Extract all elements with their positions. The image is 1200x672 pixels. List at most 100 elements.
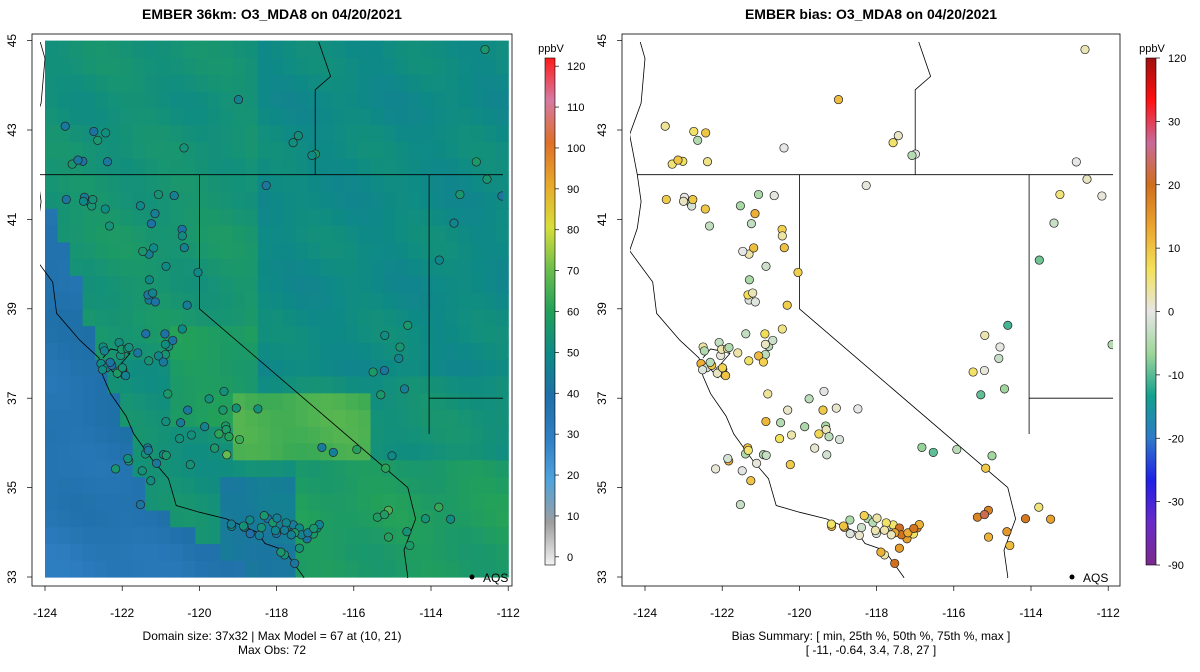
model-cell (170, 526, 184, 545)
model-cell (82, 526, 96, 545)
model-cell (232, 40, 246, 58)
model-cell (157, 526, 171, 545)
model-cell (358, 543, 372, 561)
model-cell (320, 141, 334, 159)
model-cell (45, 560, 59, 578)
model-cell (170, 275, 184, 293)
bias-point (979, 510, 990, 520)
model-cell (345, 509, 359, 528)
model-cell (170, 459, 184, 478)
model-cell (370, 426, 384, 444)
model-cell (358, 526, 372, 545)
model-cell (157, 124, 171, 142)
observation-point (270, 525, 280, 536)
observation-point (89, 126, 99, 137)
model-cell (345, 107, 359, 125)
model-cell (220, 543, 234, 561)
model-cell (120, 493, 134, 511)
model-cell (320, 426, 334, 444)
model-cell (70, 493, 84, 511)
observation-point (233, 95, 244, 105)
model-cell (495, 40, 509, 58)
model-cell (307, 409, 321, 427)
model-cell (358, 191, 372, 209)
model-cell (483, 57, 497, 75)
observation-point (93, 135, 103, 145)
model-cell (95, 275, 109, 293)
model-cell (107, 409, 121, 427)
model-cell (45, 191, 59, 209)
model-cell (107, 560, 121, 578)
model-cell (45, 543, 59, 561)
model-cell (495, 258, 509, 276)
bias-point (999, 384, 1010, 394)
model-cell (470, 292, 484, 310)
model-cell (95, 509, 109, 528)
model-cell (332, 459, 346, 478)
model-cell (207, 275, 221, 293)
model-cell (458, 308, 472, 327)
bias-point (741, 329, 751, 339)
model-cell (107, 241, 121, 260)
model-cell (282, 426, 296, 444)
model-cell (358, 375, 372, 394)
model-cell (120, 292, 134, 310)
model-cell (207, 57, 221, 75)
model-cell (408, 392, 422, 410)
model-cell (470, 191, 484, 209)
observation-point (138, 246, 148, 256)
bias-point (776, 418, 786, 428)
y-tick-label: 39 (5, 302, 19, 316)
model-cell (170, 476, 184, 494)
model-cell (270, 107, 284, 125)
model-cell (370, 141, 384, 159)
boundary-line (102, 348, 131, 379)
model-cell (95, 225, 109, 243)
model-cell (433, 375, 447, 394)
model-cell (345, 157, 359, 176)
model-cell (70, 359, 84, 377)
model-cell (132, 409, 146, 427)
model-cell (70, 275, 84, 293)
model-cell (433, 57, 447, 75)
model-cell (495, 90, 509, 109)
bias-point (661, 194, 671, 205)
model-cell (383, 157, 397, 176)
model-cell (232, 560, 246, 578)
model-cell (170, 292, 184, 310)
model-cell (395, 124, 409, 142)
model-cell (295, 476, 309, 494)
model-cell (495, 526, 509, 545)
model-cell (332, 40, 346, 58)
model-cell (95, 40, 109, 58)
model-cell (420, 459, 434, 478)
bias-point (750, 209, 760, 219)
bias-point (701, 128, 711, 138)
model-cell (70, 342, 84, 360)
model-cell (195, 493, 209, 511)
model-cell (282, 275, 296, 293)
bias-point (744, 275, 754, 285)
observation-point (160, 329, 170, 339)
model-cell (445, 174, 459, 193)
model-cell (445, 543, 459, 561)
model-cell (458, 208, 472, 226)
model-cell (182, 124, 196, 142)
model-cell (57, 342, 71, 360)
x-tick-label: -122 (710, 606, 734, 620)
model-cell (395, 191, 409, 209)
model-cell (320, 208, 334, 226)
bias-point (750, 297, 760, 307)
model-cell (120, 375, 134, 394)
model-cell (170, 560, 184, 578)
model-cell (220, 124, 234, 142)
y-tick-label: 43 (595, 123, 609, 137)
model-cell (95, 543, 109, 561)
model-cell (195, 208, 209, 226)
observation-point (286, 530, 296, 540)
bias-point (818, 405, 828, 415)
model-cell (70, 258, 84, 276)
model-cell (195, 124, 209, 142)
model-cell (145, 258, 159, 276)
